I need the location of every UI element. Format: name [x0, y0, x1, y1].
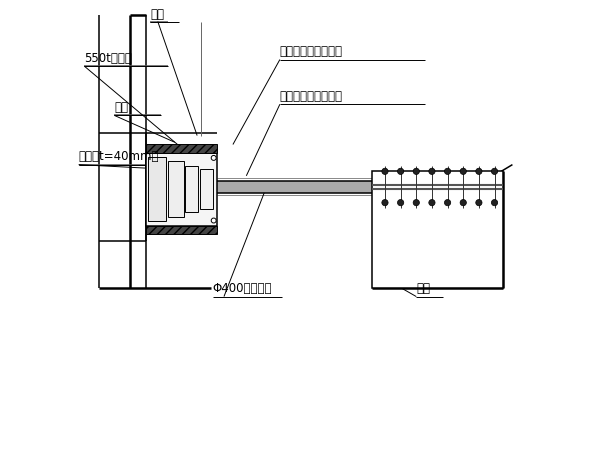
Circle shape	[413, 168, 419, 175]
Text: 550t千斤顶: 550t千斤顶	[85, 52, 133, 65]
Text: 撑脚: 撑脚	[150, 8, 164, 21]
Bar	[200, 169, 213, 209]
Text: 垫板: 垫板	[115, 101, 128, 114]
Circle shape	[476, 199, 482, 206]
Circle shape	[382, 199, 388, 206]
Bar	[185, 166, 199, 212]
Text: 斜拉索施工用变径头: 斜拉索施工用变径头	[280, 45, 343, 58]
Text: Φ400无缝钢管: Φ400无缝钢管	[213, 282, 272, 295]
Circle shape	[491, 168, 497, 175]
Circle shape	[429, 199, 435, 206]
Circle shape	[397, 168, 404, 175]
Bar	[148, 157, 166, 221]
Circle shape	[382, 168, 388, 175]
Bar	[146, 153, 217, 226]
Circle shape	[445, 199, 451, 206]
Circle shape	[397, 199, 404, 206]
Circle shape	[476, 168, 482, 175]
Bar	[168, 162, 184, 217]
Bar	[217, 181, 503, 193]
Circle shape	[429, 168, 435, 175]
Text: 斜拉索施工用开合板: 斜拉索施工用开合板	[280, 90, 343, 103]
Bar	[146, 226, 217, 234]
Circle shape	[211, 155, 216, 160]
Circle shape	[445, 168, 451, 175]
Circle shape	[211, 218, 216, 223]
Bar	[146, 144, 217, 153]
Circle shape	[491, 199, 497, 206]
Bar	[371, 171, 503, 288]
Text: 牛腿: 牛腿	[416, 282, 430, 295]
Circle shape	[460, 168, 466, 175]
Circle shape	[460, 199, 466, 206]
Circle shape	[413, 199, 419, 206]
Text: 钢板（t=40mm）: 钢板（t=40mm）	[79, 150, 159, 163]
